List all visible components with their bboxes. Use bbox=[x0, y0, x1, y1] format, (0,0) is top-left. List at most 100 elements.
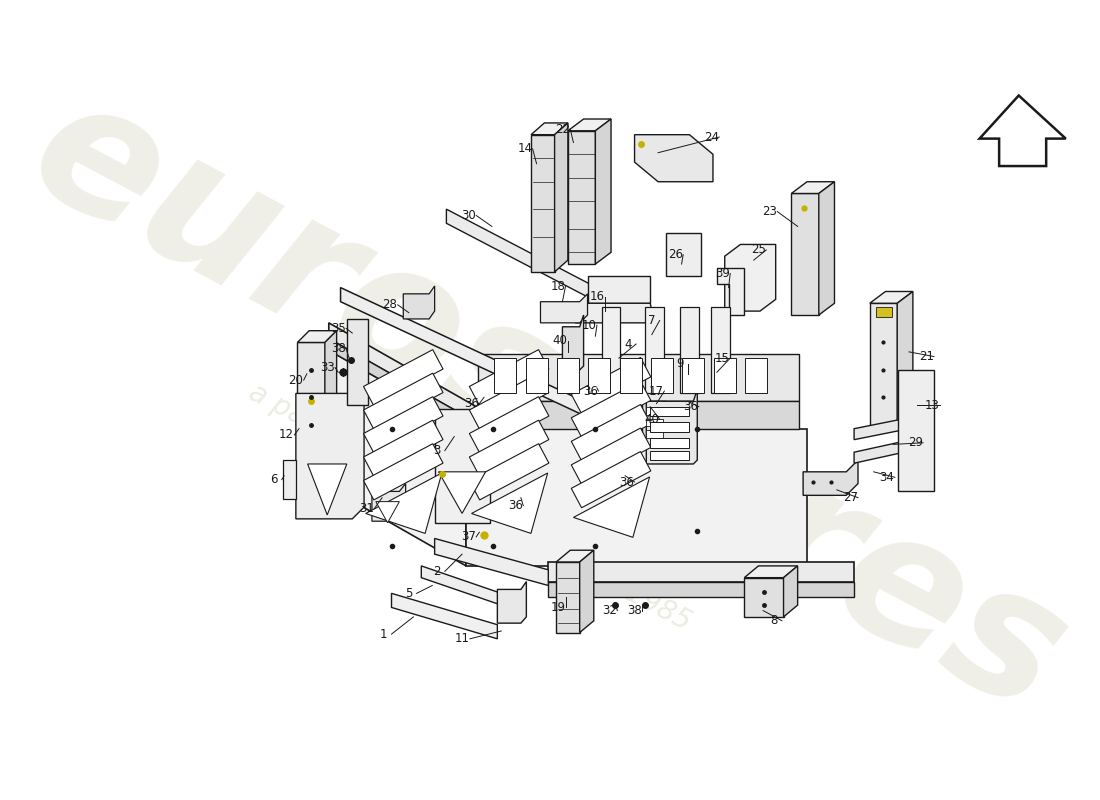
Polygon shape bbox=[363, 397, 443, 453]
Polygon shape bbox=[346, 319, 368, 405]
Polygon shape bbox=[434, 409, 490, 522]
Polygon shape bbox=[548, 582, 854, 598]
Text: 39: 39 bbox=[715, 267, 729, 280]
Text: 7: 7 bbox=[648, 314, 656, 327]
Polygon shape bbox=[296, 382, 364, 519]
Polygon shape bbox=[568, 119, 611, 130]
Text: 23: 23 bbox=[762, 205, 777, 218]
Polygon shape bbox=[783, 566, 798, 617]
Polygon shape bbox=[439, 472, 485, 514]
Polygon shape bbox=[470, 420, 549, 476]
Polygon shape bbox=[791, 194, 818, 315]
Polygon shape bbox=[341, 287, 642, 443]
Polygon shape bbox=[531, 134, 554, 272]
Text: 22: 22 bbox=[554, 122, 570, 136]
Polygon shape bbox=[572, 303, 654, 323]
Polygon shape bbox=[470, 444, 549, 500]
Text: 9: 9 bbox=[676, 357, 684, 370]
Polygon shape bbox=[447, 209, 627, 318]
Polygon shape bbox=[571, 428, 651, 484]
Polygon shape bbox=[854, 413, 933, 440]
Polygon shape bbox=[497, 582, 527, 623]
Polygon shape bbox=[434, 538, 548, 586]
Polygon shape bbox=[365, 473, 442, 534]
Polygon shape bbox=[870, 291, 913, 303]
Polygon shape bbox=[646, 430, 663, 438]
Text: 21: 21 bbox=[918, 350, 934, 363]
Text: 17: 17 bbox=[649, 385, 664, 398]
Polygon shape bbox=[284, 460, 296, 499]
Polygon shape bbox=[568, 130, 595, 264]
Text: 37: 37 bbox=[461, 530, 476, 543]
Polygon shape bbox=[540, 294, 587, 323]
Text: 25: 25 bbox=[751, 243, 766, 257]
Text: 1: 1 bbox=[379, 628, 387, 641]
Polygon shape bbox=[650, 450, 690, 460]
Text: 38: 38 bbox=[331, 342, 345, 355]
Polygon shape bbox=[791, 182, 835, 194]
Text: 40: 40 bbox=[552, 334, 568, 347]
Polygon shape bbox=[548, 562, 854, 582]
Polygon shape bbox=[666, 233, 701, 276]
Polygon shape bbox=[494, 358, 516, 393]
Polygon shape bbox=[647, 390, 697, 464]
Polygon shape bbox=[725, 245, 775, 311]
Text: 24: 24 bbox=[704, 130, 719, 143]
Text: 31: 31 bbox=[359, 502, 374, 515]
Polygon shape bbox=[635, 134, 713, 182]
Text: eurospares: eurospares bbox=[3, 60, 1093, 750]
Text: 3: 3 bbox=[433, 444, 441, 457]
Polygon shape bbox=[466, 429, 807, 566]
Polygon shape bbox=[818, 182, 835, 315]
Text: 13: 13 bbox=[925, 398, 939, 412]
Text: 29: 29 bbox=[908, 436, 923, 450]
Polygon shape bbox=[580, 550, 594, 633]
Polygon shape bbox=[745, 566, 798, 578]
Text: 26: 26 bbox=[668, 248, 683, 261]
Polygon shape bbox=[651, 358, 673, 393]
Text: 36: 36 bbox=[583, 385, 598, 398]
Text: 18: 18 bbox=[550, 279, 565, 293]
Text: 33: 33 bbox=[320, 361, 334, 374]
Polygon shape bbox=[571, 405, 651, 461]
Polygon shape bbox=[392, 594, 497, 639]
Text: 2: 2 bbox=[433, 565, 441, 578]
Polygon shape bbox=[363, 350, 443, 406]
Text: 34: 34 bbox=[880, 471, 894, 484]
Text: 8: 8 bbox=[770, 614, 778, 627]
Polygon shape bbox=[588, 358, 610, 393]
Polygon shape bbox=[472, 473, 548, 534]
Polygon shape bbox=[329, 350, 466, 566]
Polygon shape bbox=[646, 418, 663, 426]
Polygon shape bbox=[470, 350, 549, 406]
Polygon shape bbox=[470, 397, 549, 453]
Text: 27: 27 bbox=[843, 491, 858, 504]
Polygon shape bbox=[372, 483, 406, 522]
Polygon shape bbox=[714, 358, 736, 393]
Polygon shape bbox=[554, 123, 568, 272]
Polygon shape bbox=[571, 451, 651, 508]
Polygon shape bbox=[531, 123, 568, 134]
Polygon shape bbox=[404, 286, 434, 319]
Polygon shape bbox=[477, 354, 800, 402]
Text: 10: 10 bbox=[582, 318, 596, 332]
Polygon shape bbox=[297, 330, 337, 342]
Text: 11: 11 bbox=[454, 632, 470, 646]
Text: 5: 5 bbox=[405, 587, 412, 600]
Polygon shape bbox=[717, 268, 745, 315]
Polygon shape bbox=[329, 338, 502, 448]
Polygon shape bbox=[854, 435, 933, 463]
Polygon shape bbox=[571, 381, 651, 437]
Text: 12: 12 bbox=[279, 429, 294, 442]
Polygon shape bbox=[595, 119, 610, 264]
Polygon shape bbox=[650, 422, 690, 432]
Text: 35: 35 bbox=[331, 322, 345, 335]
Polygon shape bbox=[898, 291, 913, 429]
Polygon shape bbox=[650, 406, 690, 416]
Polygon shape bbox=[470, 373, 549, 430]
Text: a passion for excellence since 1985: a passion for excellence since 1985 bbox=[244, 378, 696, 636]
Polygon shape bbox=[587, 276, 650, 303]
Polygon shape bbox=[526, 358, 548, 393]
Text: 36: 36 bbox=[464, 397, 478, 410]
Polygon shape bbox=[297, 342, 324, 452]
